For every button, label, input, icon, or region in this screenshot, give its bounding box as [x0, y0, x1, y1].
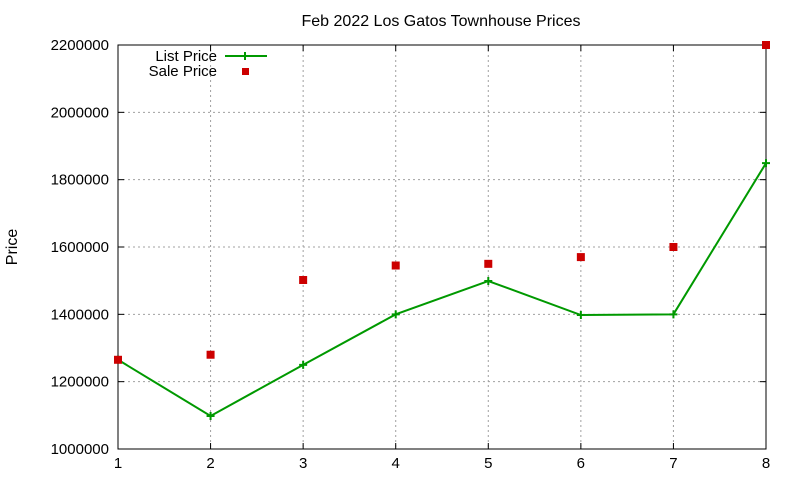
grid: [118, 45, 766, 449]
legend: List Price Sale Price: [149, 48, 267, 80]
x-tick-label: 1: [114, 455, 122, 472]
y-tick-label: 1600000: [51, 239, 109, 256]
legend-label-sale-price: Sale Price: [149, 63, 217, 80]
point-sale-price: [576, 253, 585, 262]
point-sale-price: [391, 261, 400, 270]
x-tick-label: 4: [392, 455, 400, 472]
point-list-price: [299, 360, 308, 369]
x-tick-label: 6: [577, 455, 585, 472]
x-tick-label: 7: [669, 455, 677, 472]
point-sale-price: [762, 41, 770, 49]
point-list-price: [391, 310, 400, 319]
point-list-price: [669, 310, 678, 319]
axis-ticks: 1000000 1200000 1400000 1600000 1800000 20000…: [51, 37, 771, 472]
point-sale-price: [114, 355, 122, 364]
point-sale-price: [484, 259, 493, 268]
chart-title: Feb 2022 Los Gatos Townhouse Prices: [302, 13, 581, 30]
point-list-price: [762, 159, 770, 168]
y-axis-label: Price: [4, 229, 21, 266]
series-line-list-price: [117, 162, 767, 418]
legend-label-list-price: List Price: [155, 48, 217, 65]
x-tick-label: 3: [299, 455, 307, 472]
series: [114, 41, 770, 421]
y-tick-label: 1000000: [51, 441, 109, 458]
legend-marker-sale-price: [242, 68, 249, 75]
x-tick-label: 5: [484, 455, 492, 472]
point-sale-price: [299, 275, 308, 284]
point-list-price: [206, 412, 215, 421]
point-list-price: [576, 311, 585, 320]
y-tick-label: 1400000: [51, 306, 109, 323]
point-sale-price: [206, 350, 215, 359]
y-tick-label: 1800000: [51, 172, 109, 189]
y-tick-label: 1200000: [51, 374, 109, 391]
y-tick-label: 2200000: [51, 37, 109, 54]
point-list-price: [484, 277, 493, 286]
x-tick-label: 2: [206, 455, 214, 472]
y-tick-label: 2000000: [51, 104, 109, 121]
x-tick-label: 8: [762, 455, 770, 472]
point-sale-price: [669, 243, 678, 251]
legend-marker-list-price: [241, 52, 249, 60]
